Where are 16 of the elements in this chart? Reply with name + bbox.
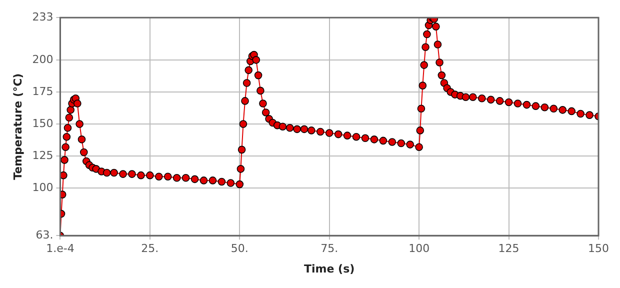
y-tick-label: 233 (32, 10, 54, 24)
x-axis-title: Time (s) (304, 262, 355, 276)
x-tick-label: 25. (141, 242, 159, 256)
x-tick-label: 75. (320, 242, 338, 256)
y-tick-label: 175 (32, 84, 54, 98)
y-tick-label: 125 (32, 148, 54, 162)
y-axis-title: Temperature (°C) (11, 73, 24, 180)
y-tick-label: 150 (32, 116, 54, 130)
x-tick-label: 100 (408, 242, 430, 256)
y-tick-label: 200 (32, 52, 54, 66)
x-tick-label: 150 (588, 242, 609, 256)
x-tick-label: 1.e-4 (46, 242, 74, 256)
x-tick-label: 125 (498, 242, 520, 256)
x-tick-label: 50. (230, 242, 248, 256)
y-tick-label: 63. (36, 228, 54, 242)
y-tick-label: 100 (32, 181, 54, 194)
